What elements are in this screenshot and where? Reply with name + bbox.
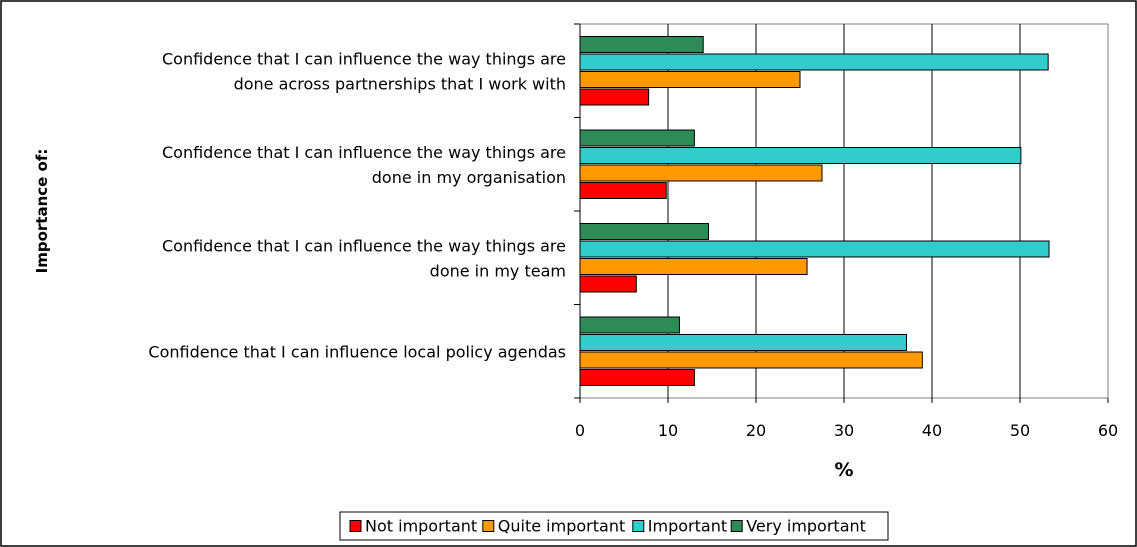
bar-not-important (579, 182, 667, 199)
legend-label: Quite important (498, 517, 625, 536)
legend: Not important Quite important Important Ver… (349, 517, 866, 536)
x-axis-ticks: 0 10 20 30 40 50 60 (575, 398, 1118, 440)
category-label: Confidence that I can influence local po… (148, 342, 566, 361)
y-axis-title: Importance of: (33, 149, 51, 274)
bar-important (579, 147, 1022, 164)
legend-label: Not important (365, 517, 477, 536)
legend-swatch (730, 520, 743, 532)
x-tick-label: 40 (922, 421, 942, 440)
bar-quite-important (579, 258, 808, 275)
bar-very-important (579, 36, 704, 53)
x-tick-label: 10 (658, 421, 678, 440)
x-tick-label: 50 (1010, 421, 1030, 440)
legend-swatch (482, 520, 495, 532)
category-labels: Confidence that I can influence the way … (148, 49, 566, 361)
bar-not-important (579, 369, 695, 386)
y-axis-ticks (574, 23, 580, 399)
bar-very-important (579, 223, 709, 240)
legend-swatch (632, 520, 645, 532)
category-label: Confidence that I can influence the way … (162, 143, 566, 187)
bar-very-important (579, 316, 680, 334)
x-tick-label: 20 (746, 421, 766, 440)
bar-not-important (579, 88, 650, 106)
x-tick-label: 0 (575, 421, 585, 440)
bar-very-important (579, 129, 695, 147)
bars (579, 36, 1050, 386)
category-label: Confidence that I can influence the way … (162, 236, 566, 280)
bar-important (579, 334, 907, 351)
legend-label: Important (648, 517, 727, 536)
bar-quite-important (579, 164, 823, 182)
x-tick-label: 60 (1098, 421, 1118, 440)
bar-important (579, 53, 1049, 71)
bar-quite-important (579, 71, 801, 88)
legend-box (339, 511, 889, 541)
bar-important (579, 240, 1050, 258)
x-tick-label: 30 (834, 421, 854, 440)
category-label: Confidence that I can influence the way … (162, 49, 566, 93)
legend-label: Very important (746, 517, 866, 536)
bar-not-important (579, 275, 637, 293)
legend-swatch (349, 520, 362, 532)
bar-quite-important (579, 351, 923, 369)
x-axis-title: % (834, 459, 853, 481)
